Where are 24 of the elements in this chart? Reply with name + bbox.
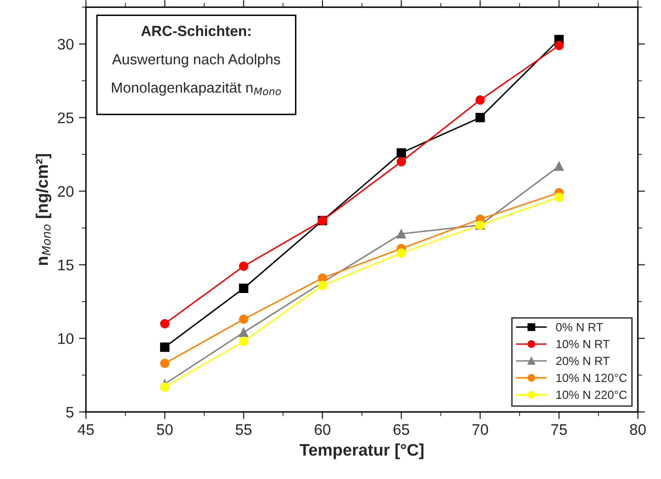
y-tick-label: 30	[58, 38, 74, 50]
legend-label: 10% N 120°C	[556, 374, 627, 382]
x-tick-label: 65	[394, 424, 410, 435]
y-tick-label: 5	[66, 406, 74, 418]
x-tick-label: 50	[156, 424, 173, 435]
y-tick-label: 15	[58, 260, 74, 270]
x-tick-label: 55	[236, 424, 252, 435]
y-axis-title: n$_{Mono}$ [ng/cm²]	[36, 154, 52, 265]
y-tick-label: 25	[58, 112, 74, 124]
x-axis-title: Temperatur [°C]	[300, 444, 424, 460]
x-tick-label: 70	[472, 424, 488, 435]
y-tick-label: 10	[58, 333, 74, 344]
x-tick-label: 75	[551, 424, 567, 435]
annotation: Auswertung nach Adolphs	[112, 54, 280, 68]
annotation: Monolagenkapazität n$_{Mono}$	[112, 82, 281, 96]
legend-label: 20% N RT	[556, 356, 610, 366]
legend-label: 10% N 220°C	[556, 390, 627, 399]
x-tick-label: 80	[630, 424, 646, 435]
y-tick-label: 20	[58, 186, 74, 197]
x-tick-label: 60	[314, 424, 330, 435]
annotation: ARC-Schichten:	[141, 25, 250, 36]
legend-label: 0% N RT	[556, 322, 603, 332]
legend-label: 10% N RT	[556, 340, 610, 348]
x-tick-label: 45	[78, 424, 94, 435]
